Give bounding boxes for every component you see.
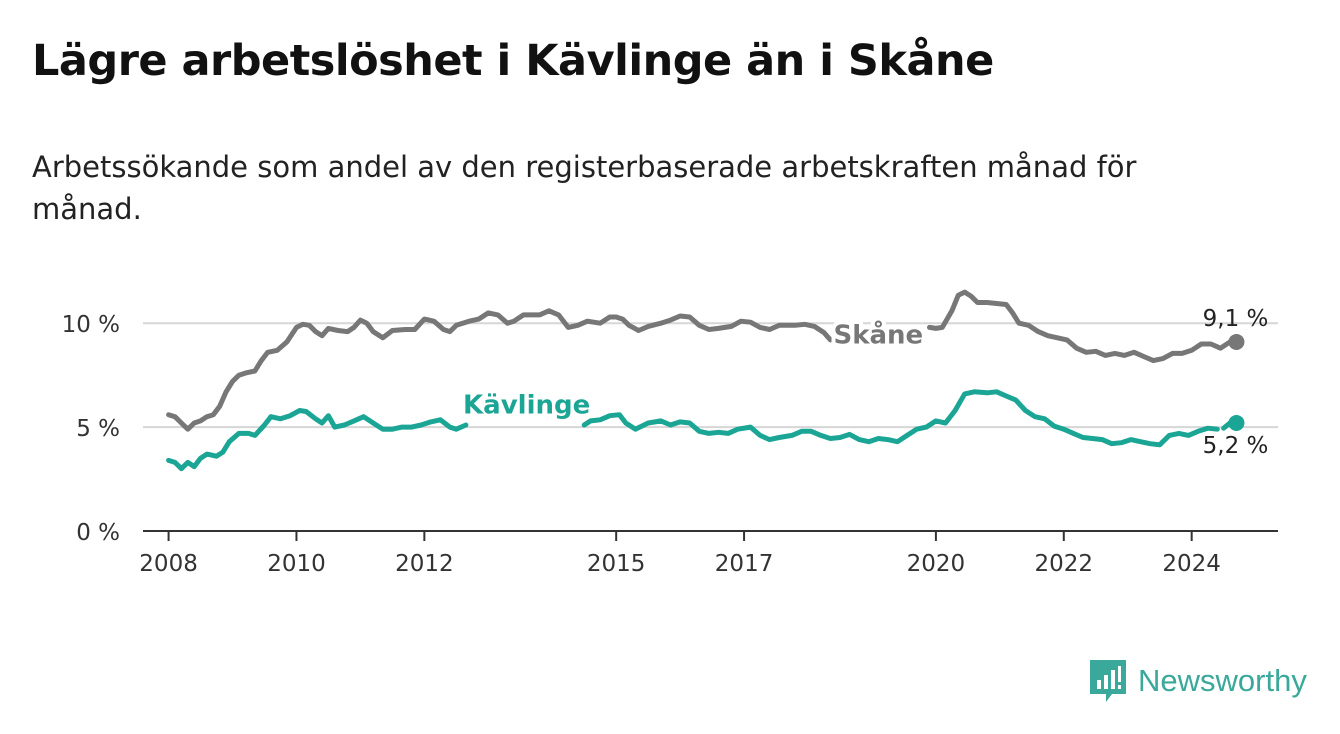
end-point-skane: [1228, 333, 1245, 350]
series-line-skne-segment-1: [927, 289, 1239, 364]
y-tick-label: 5 %: [76, 416, 120, 442]
x-tick-label: 2017: [715, 551, 774, 577]
end-label-skane: 9,1 %: [1203, 306, 1269, 332]
x-tick-label: 2015: [587, 551, 646, 577]
series-line-kvlinge: [166, 408, 469, 472]
y-tick-label: 10 %: [62, 312, 120, 338]
y-tick-label: 0 %: [76, 520, 120, 546]
x-tick-label: 2024: [1162, 551, 1221, 577]
series-label-skne: Skåne: [833, 319, 923, 351]
x-tick-label: 2022: [1035, 551, 1094, 577]
brand-name: Newsworthy: [1138, 663, 1307, 698]
series-line-kvlinge-segment-1: [581, 389, 1220, 448]
bar-chart-flag-icon: [1090, 660, 1126, 702]
series-label-kvlinge: Kävlinge: [463, 390, 590, 420]
end-label-kavlinge: 5,2 %: [1203, 433, 1269, 459]
newsworthy-logo[interactable]: Newsworthy: [1090, 660, 1307, 702]
x-tick-label: 2008: [139, 551, 198, 577]
chart-title: Lägre arbetslöshet i Kävlinge än i Skåne: [32, 36, 994, 86]
series-line-skne: [166, 308, 833, 432]
chart-subtitle: Arbetssökande som andel av den registerb…: [32, 150, 1137, 226]
x-tick-label: 2020: [907, 551, 966, 577]
x-tick-label: 2012: [395, 551, 454, 577]
x-tick-label: 2010: [267, 551, 326, 577]
end-point-kavlinge: [1228, 414, 1245, 431]
